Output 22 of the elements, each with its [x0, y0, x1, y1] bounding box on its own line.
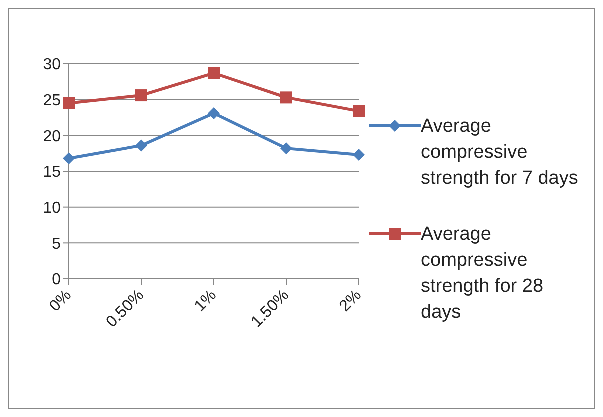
y-tick-label: 15: [43, 164, 62, 182]
legend-label: Average compressive strength for 7 days: [421, 115, 580, 191]
x-tick-label: 2%: [336, 286, 366, 316]
x-tick-label: 0%: [46, 286, 76, 316]
point: [208, 107, 220, 120]
point: [280, 142, 292, 155]
point: [208, 67, 220, 80]
x-tick-label: 1%: [192, 286, 220, 316]
legend-label: Average compressive strength for 28 days: [421, 223, 545, 325]
point: [353, 105, 365, 118]
point: [353, 149, 365, 162]
y-tick-label: 5: [52, 236, 62, 253]
y-tick-label: 30: [43, 56, 62, 74]
point: [63, 97, 75, 110]
point: [136, 90, 148, 102]
y-tick-label: 10: [43, 200, 62, 218]
point: [136, 140, 148, 152]
y-tick-label: 0: [52, 272, 62, 289]
point: [63, 152, 75, 165]
y-tick-label: 25: [43, 92, 62, 110]
point: [280, 92, 292, 104]
y-tick-label: 20: [43, 128, 62, 146]
